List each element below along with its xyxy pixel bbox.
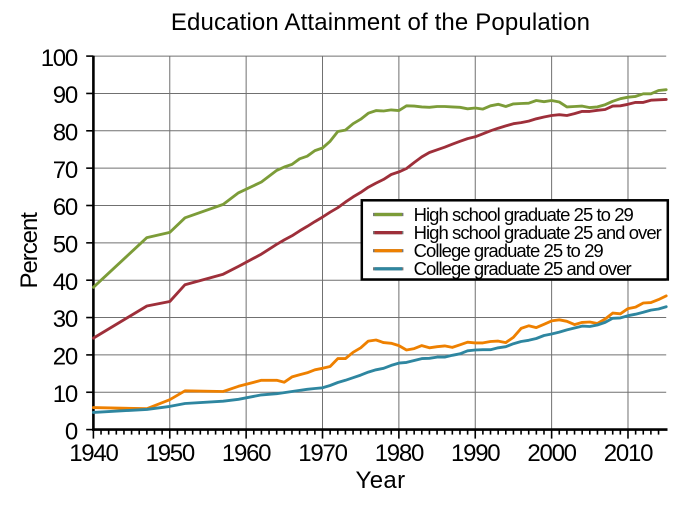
svg-text:1960: 1960 xyxy=(222,440,271,467)
svg-text:1940: 1940 xyxy=(69,440,118,467)
svg-text:High school graduate 25 and ov: High school graduate 25 and over xyxy=(414,222,662,243)
svg-text:60: 60 xyxy=(53,194,78,221)
svg-text:1980: 1980 xyxy=(375,440,424,467)
svg-text:0: 0 xyxy=(65,418,78,445)
svg-text:100: 100 xyxy=(41,45,78,72)
svg-text:High school graduate 25 to 29: High school graduate 25 to 29 xyxy=(414,204,634,225)
svg-text:Year: Year xyxy=(356,467,406,494)
svg-text:50: 50 xyxy=(53,232,78,259)
svg-text:30: 30 xyxy=(53,306,78,333)
svg-text:2000: 2000 xyxy=(527,440,576,467)
svg-text:80: 80 xyxy=(53,120,78,147)
svg-text:1950: 1950 xyxy=(146,440,195,467)
svg-text:10: 10 xyxy=(53,381,78,408)
svg-text:Education Attainment of the Po: Education Attainment of the Population xyxy=(171,9,590,36)
svg-text:College graduate 25 and over: College graduate 25 and over xyxy=(414,258,632,279)
svg-text:70: 70 xyxy=(53,157,78,184)
svg-text:20: 20 xyxy=(53,344,78,371)
svg-text:90: 90 xyxy=(53,82,78,109)
svg-text:College graduate 25 to 29: College graduate 25 to 29 xyxy=(414,240,604,261)
svg-text:40: 40 xyxy=(53,269,78,296)
svg-text:1970: 1970 xyxy=(298,440,347,467)
svg-text:1990: 1990 xyxy=(451,440,500,467)
svg-text:Percent: Percent xyxy=(16,212,43,289)
svg-text:2010: 2010 xyxy=(604,440,653,467)
